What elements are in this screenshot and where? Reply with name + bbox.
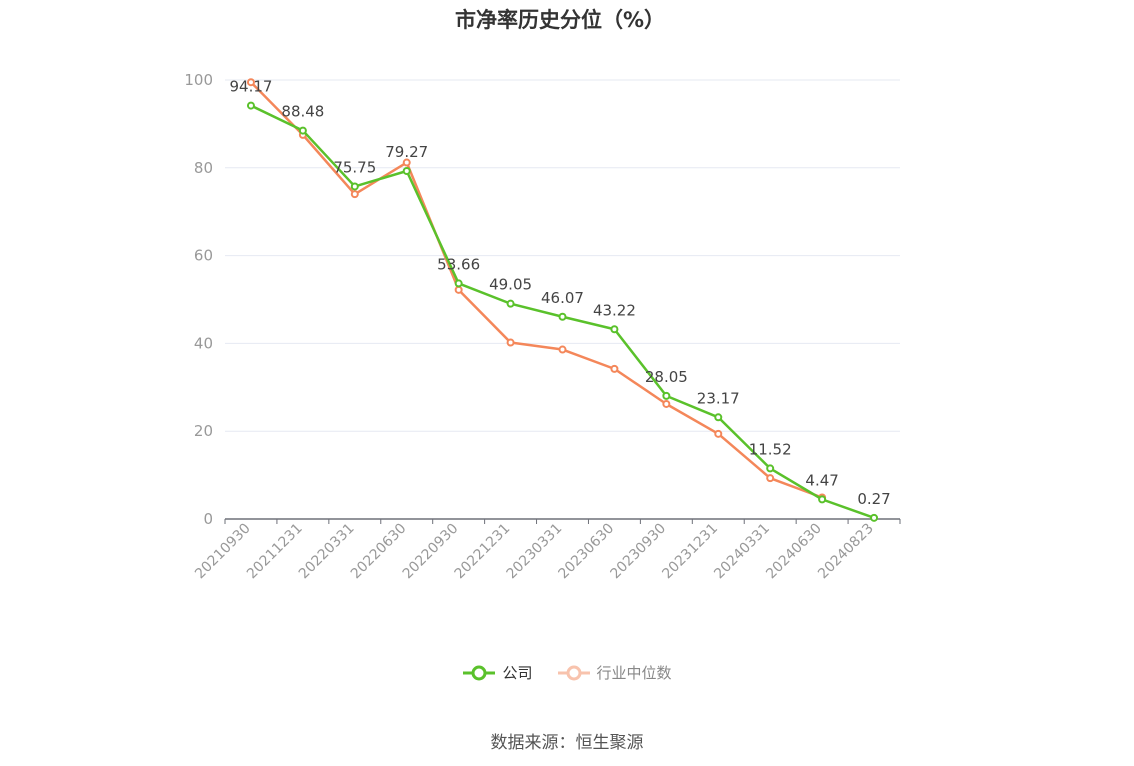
x-tick-label: 20220630 — [348, 521, 410, 583]
data-point-industry — [558, 345, 567, 354]
data-point-company — [714, 413, 723, 422]
y-tick-label: 20 — [194, 422, 213, 440]
x-tick-label: 20230930 — [607, 521, 669, 583]
series-line-industry — [250, 81, 823, 499]
legend-item-industry[interactable]: 行业中位数 — [557, 662, 672, 683]
data-point-industry — [246, 78, 255, 87]
x-tick-label: 20240331 — [711, 521, 773, 583]
data-point-company — [870, 513, 879, 522]
x-tick-label: 20230630 — [556, 521, 618, 583]
data-label: 75.75 — [333, 158, 376, 176]
legend-industry-label: 行业中位数 — [596, 664, 672, 682]
data-point-industry — [350, 190, 359, 199]
data-point-company — [454, 279, 463, 288]
data-label: 53.66 — [437, 255, 480, 273]
data-point-company — [558, 312, 567, 321]
data-point-industry — [402, 158, 411, 167]
data-point-industry — [766, 474, 775, 483]
chart-title: 市净率历史分位（%） — [454, 8, 666, 32]
data-point-company — [506, 299, 515, 308]
data-point-industry — [610, 364, 619, 373]
legend-company-label: 公司 — [502, 664, 533, 682]
x-tick-label: 20230331 — [504, 521, 566, 583]
x-tick-label: 20211231 — [244, 521, 306, 583]
data-labels: 94.17 88.48 75.75 79.27 53.66 49.05 46.07 43.22… — [229, 78, 890, 508]
data-label: 88.48 — [281, 103, 324, 121]
legend: 公司 行业中位数 — [0, 662, 1134, 683]
legend-item-company[interactable]: 公司 — [462, 662, 533, 683]
data-point-industry — [454, 285, 463, 294]
line-chart: 0204060801002021093020211231202203312022… — [184, 71, 901, 583]
data-point-industry — [506, 338, 515, 347]
legend-company-icon — [463, 665, 496, 680]
data-point-company — [402, 167, 411, 176]
data-label: 94.17 — [229, 78, 272, 96]
data-label: 0.27 — [857, 490, 890, 508]
data-point-company — [298, 126, 307, 135]
x-tick-label: 20231231 — [659, 521, 721, 583]
y-tick-label: 80 — [194, 159, 213, 177]
data-point-company — [610, 325, 619, 334]
x-tick-label: 20240823 — [815, 521, 877, 583]
data-point-industry — [662, 399, 671, 408]
y-tick-label: 40 — [194, 334, 213, 352]
x-tick-label: 20220930 — [400, 521, 462, 583]
data-label: 79.27 — [385, 143, 428, 161]
x-tick-label: 20220331 — [296, 521, 358, 583]
x-tick-label: 20210930 — [192, 521, 254, 583]
data-label: 11.52 — [749, 440, 792, 458]
data-label: 43.22 — [593, 301, 636, 319]
data-point-company — [662, 391, 671, 400]
grid-lines — [225, 79, 900, 432]
y-tick-label: 0 — [203, 510, 213, 528]
data-label: 4.47 — [805, 471, 838, 489]
data-point-company — [818, 495, 827, 504]
x-tick-label: 20221231 — [452, 521, 514, 583]
axes: 0204060801002021093020211231202203312022… — [184, 71, 901, 583]
y-tick-label: 60 — [194, 247, 213, 265]
data-point-company — [246, 101, 255, 110]
data-source: 数据来源：恒生聚源 — [490, 733, 644, 753]
legend-industry-icon — [557, 665, 590, 680]
data-label: 46.07 — [541, 289, 584, 307]
data-label: 49.05 — [489, 276, 532, 294]
data-label: 28.05 — [645, 368, 688, 386]
y-tick-label: 100 — [184, 71, 213, 89]
series-lines — [246, 78, 879, 522]
data-point-company — [766, 464, 775, 473]
data-point-industry — [714, 429, 723, 438]
data-label: 23.17 — [697, 389, 740, 407]
data-point-company — [350, 182, 359, 191]
x-tick-label: 20240630 — [763, 521, 825, 583]
